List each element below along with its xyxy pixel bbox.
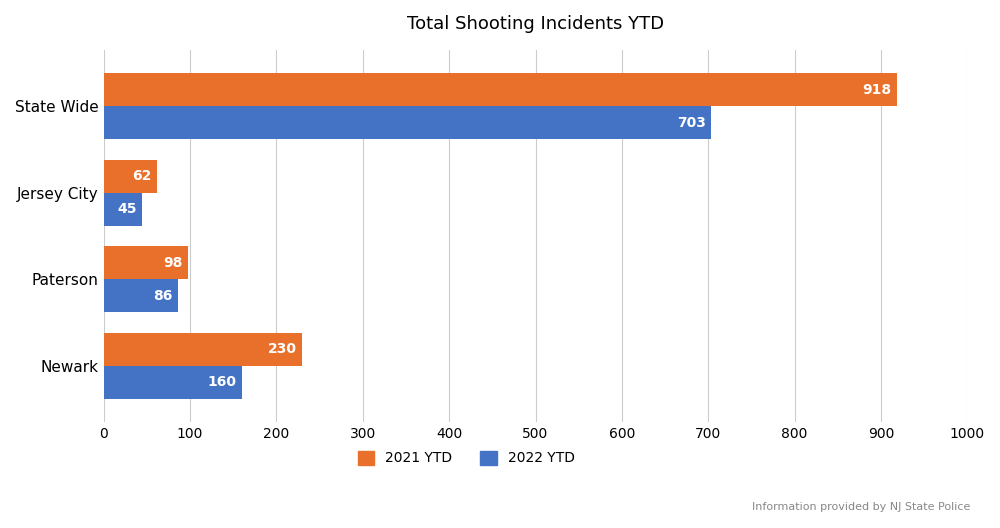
Text: 703: 703 <box>677 116 706 129</box>
Bar <box>104 73 897 106</box>
Bar <box>104 333 302 366</box>
Bar <box>104 366 242 399</box>
Bar <box>104 160 157 193</box>
Bar <box>104 106 711 139</box>
Title: Total Shooting Incidents YTD: Total Shooting Incidents YTD <box>407 15 664 33</box>
Bar <box>104 279 178 312</box>
Text: 918: 918 <box>862 83 891 97</box>
Bar <box>104 193 142 225</box>
Text: Information provided by NJ State Police: Information provided by NJ State Police <box>752 502 970 512</box>
Text: 62: 62 <box>133 169 152 183</box>
Legend: 2021 YTD, 2022 YTD: 2021 YTD, 2022 YTD <box>352 445 581 471</box>
Text: 98: 98 <box>164 256 183 270</box>
Text: 230: 230 <box>268 342 297 356</box>
Text: 160: 160 <box>208 375 237 389</box>
Text: 45: 45 <box>118 202 137 216</box>
Bar <box>104 246 188 279</box>
Text: 86: 86 <box>153 289 173 303</box>
